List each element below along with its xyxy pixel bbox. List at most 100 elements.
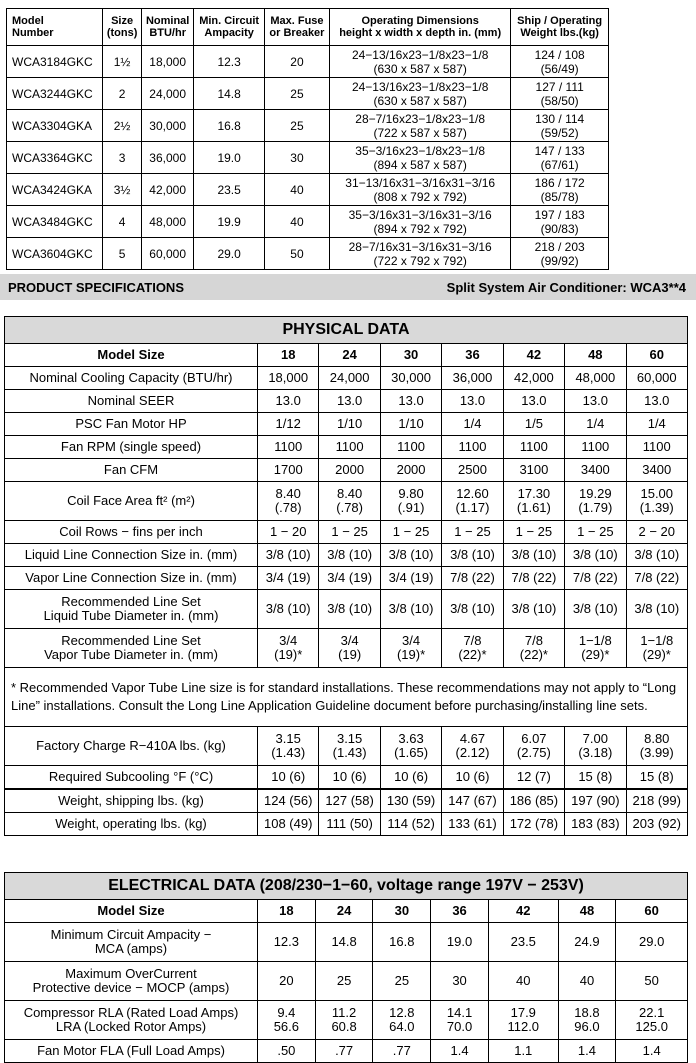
- model-table: Model Number Size (tons) Nominal BTU/hr Min…: [5, 8, 609, 270]
- cell: 18: [257, 899, 316, 923]
- cell: 18,000: [256, 366, 320, 390]
- cell: 14.1 70.0: [430, 1000, 489, 1040]
- cell: 3100: [502, 458, 566, 482]
- cell: 60: [615, 899, 688, 923]
- cell: 130 (59): [379, 788, 443, 813]
- cell: 111 (50): [318, 812, 381, 836]
- cell: 1 − 25: [502, 520, 566, 544]
- row-label: Factory Charge R−410A lbs. (kg): [4, 726, 258, 766]
- cell: 6.07 (2.75): [502, 726, 566, 766]
- cell: 23.5: [487, 922, 559, 962]
- cell: 48,000: [564, 366, 627, 390]
- cell: 1700: [256, 458, 320, 482]
- table-row: WCA3424GKA 3½ 42,000 23.5 40 31−13/16x31−3/16…: [5, 173, 609, 206]
- cell: 35−3/16x23−1/8x23−1/8 (894 x 587 x 587): [329, 141, 512, 174]
- cell: 48,000: [140, 205, 195, 238]
- cell: 42: [502, 343, 566, 367]
- banner: PRODUCT SPECIFICATIONS Split System Air …: [0, 274, 696, 300]
- title-row: ELECTRICAL DATA (208/230−1−60, voltage r…: [4, 872, 688, 900]
- cell: 36,000: [140, 141, 195, 174]
- row-label: Fan Motor FLA (Full Load Amps): [4, 1039, 258, 1063]
- cell: 1100: [256, 435, 320, 459]
- table-row: Required Subcooling °F (°C) 10 (6) 10 (6) 1…: [4, 765, 689, 790]
- cell: 197 (90): [564, 788, 627, 813]
- cell: 18.8 96.0: [557, 1000, 617, 1040]
- cell: 1100: [625, 435, 689, 459]
- cell: 24−13/16x23−1/8x23−1/8 (630 x 587 x 587): [329, 45, 512, 78]
- title-row: PHYSICAL DATA: [4, 316, 688, 344]
- banner-right: Split System Air Conditioner: WCA3**4: [446, 280, 686, 295]
- table-row: WCA3304GKA 2½ 30,000 16.8 25 28−7/16x23−1/8x2…: [5, 109, 609, 142]
- cell: 1/12: [256, 412, 320, 436]
- row-label: WCA3424GKA: [5, 173, 104, 206]
- table-row: PSC Fan Motor HP 1/12 1/10 1/10 1/4 1/5 1/4 1/4: [4, 412, 689, 436]
- cell: 3/8 (10): [441, 589, 504, 629]
- cell: 1 − 25: [318, 520, 381, 544]
- cell: 10 (6): [256, 765, 320, 790]
- cell: 3/8 (10): [256, 543, 320, 567]
- note: * Recommended Vapor Tube Line size is fo…: [4, 667, 688, 727]
- table-row: Minimum Circuit Ampacity − MCA (amps) 12.…: [4, 922, 688, 962]
- table-row: WCA3484GKC 4 48,000 19.9 40 35−3/16x31−3/16x3…: [5, 205, 609, 238]
- cell: 9.4 56.6: [257, 1000, 316, 1040]
- table-row: Fan Motor FLA (Full Load Amps) .50.77.77 1…: [4, 1039, 688, 1063]
- cell: 114 (52): [379, 812, 443, 836]
- cell: 1/10: [379, 412, 443, 436]
- cell: 25: [263, 77, 331, 110]
- cell: 13.0: [379, 389, 443, 413]
- cell: 12.3: [193, 45, 265, 78]
- cell: 218 (99): [625, 788, 689, 813]
- row-label: Weight, shipping lbs. (kg): [4, 788, 258, 813]
- cell: 3: [102, 141, 142, 174]
- cell: 183 (83): [564, 812, 627, 836]
- row-label: Coil Rows − fins per inch: [4, 520, 258, 544]
- table-row: Coil Face Area ft² (m²) 8.40 (.78) 8.40 (.…: [4, 481, 689, 521]
- cell: 1/4: [564, 412, 627, 436]
- cell: 31−13/16x31−3/16x31−3/16 (808 x 792 x 79…: [329, 173, 512, 206]
- cell: 36: [441, 343, 504, 367]
- cell: 2½: [102, 109, 142, 142]
- cell: 3/8 (10): [318, 543, 381, 567]
- cell: 30,000: [140, 109, 195, 142]
- cell: .77: [314, 1039, 374, 1063]
- cell: 218 / 203 (99/92): [510, 237, 609, 270]
- cell: 7/8 (22): [564, 566, 627, 590]
- cell: 203 (92): [625, 812, 689, 836]
- cell: 4: [102, 205, 142, 238]
- row-label: Required Subcooling °F (°C): [4, 765, 258, 790]
- cell: 147 (67): [441, 788, 504, 813]
- cell: 13.0: [441, 389, 504, 413]
- row-label: Model Size: [4, 899, 258, 923]
- row-label: Recommended Line Set Liquid Tube Diamete…: [4, 589, 258, 629]
- cell: 1100: [318, 435, 381, 459]
- cell: 24−13/16x23−1/8x23−1/8 (630 x 587 x 587): [329, 77, 512, 110]
- cell: 36: [430, 899, 489, 923]
- table-row: Vapor Line Connection Size in. (mm) 3/4 (…: [4, 566, 689, 590]
- cell: 17.30 (1.61): [502, 481, 566, 521]
- cell: 1100: [441, 435, 504, 459]
- cell: 133 (61): [441, 812, 504, 836]
- cell: 40: [557, 961, 617, 1001]
- cell: 2000: [318, 458, 381, 482]
- table-row: Coil Rows − fins per inch 1 − 20 1 − 25 1 −…: [4, 520, 689, 544]
- row-label: WCA3244GKC: [5, 77, 104, 110]
- cell: 1100: [502, 435, 566, 459]
- cell: Min. Circuit Ampacity: [193, 8, 265, 46]
- cell: 1.4: [557, 1039, 617, 1063]
- cell: 40: [263, 205, 331, 238]
- cell: 5: [102, 237, 142, 270]
- cell: 24.9: [557, 922, 617, 962]
- cell: 3/4 (19): [318, 628, 381, 668]
- cell: 42: [487, 899, 559, 923]
- cell: 16.8: [193, 109, 265, 142]
- cell: 1/5: [502, 412, 566, 436]
- cell: .50: [257, 1039, 316, 1063]
- cell: 124 (56): [256, 788, 320, 813]
- cell: 15.00 (1.39): [625, 481, 689, 521]
- cell: 1 − 25: [564, 520, 627, 544]
- cell: 15 (8): [564, 765, 627, 790]
- cell: Max. Fuse or Breaker: [263, 8, 331, 46]
- cell: 3.15 (1.43): [318, 726, 381, 766]
- cell: 1.4: [430, 1039, 489, 1063]
- cell: 3/8 (10): [564, 543, 627, 567]
